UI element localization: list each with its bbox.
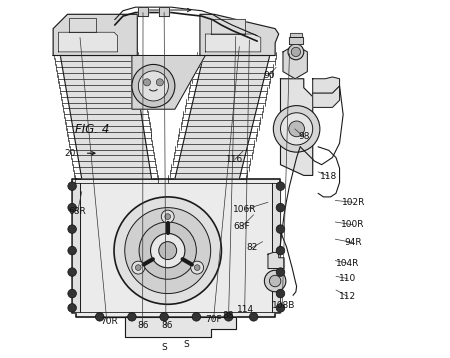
Polygon shape bbox=[313, 77, 340, 107]
Polygon shape bbox=[289, 37, 303, 44]
Polygon shape bbox=[60, 55, 152, 179]
Polygon shape bbox=[58, 32, 117, 52]
Circle shape bbox=[276, 268, 285, 276]
Circle shape bbox=[132, 64, 175, 107]
Polygon shape bbox=[205, 34, 261, 52]
Circle shape bbox=[135, 265, 141, 271]
Circle shape bbox=[192, 313, 201, 321]
Polygon shape bbox=[175, 55, 270, 179]
Text: S: S bbox=[184, 340, 189, 349]
Text: FIG. 4: FIG. 4 bbox=[75, 123, 109, 136]
Circle shape bbox=[276, 304, 285, 312]
Text: 20: 20 bbox=[64, 149, 76, 158]
Text: 118: 118 bbox=[320, 171, 338, 181]
Text: 106R: 106R bbox=[233, 205, 256, 214]
Circle shape bbox=[165, 214, 171, 219]
Text: 68R: 68R bbox=[69, 207, 86, 217]
Polygon shape bbox=[283, 45, 307, 79]
Circle shape bbox=[249, 313, 258, 321]
Polygon shape bbox=[280, 79, 313, 175]
Circle shape bbox=[160, 313, 168, 321]
Circle shape bbox=[132, 261, 145, 274]
Text: 102R: 102R bbox=[342, 198, 365, 207]
Text: 68F: 68F bbox=[234, 222, 251, 231]
Circle shape bbox=[156, 79, 163, 86]
Circle shape bbox=[276, 289, 285, 298]
Text: 98: 98 bbox=[298, 132, 310, 141]
Text: 90: 90 bbox=[263, 71, 274, 80]
Text: 112: 112 bbox=[339, 292, 356, 301]
Circle shape bbox=[95, 313, 104, 321]
Circle shape bbox=[194, 265, 200, 271]
Polygon shape bbox=[104, 317, 236, 337]
Circle shape bbox=[151, 233, 185, 268]
Circle shape bbox=[288, 44, 304, 60]
Polygon shape bbox=[290, 33, 302, 37]
Polygon shape bbox=[268, 252, 284, 268]
Circle shape bbox=[144, 79, 151, 86]
Text: 116: 116 bbox=[226, 155, 243, 164]
Text: 94R: 94R bbox=[344, 238, 362, 247]
Text: 100R: 100R bbox=[342, 220, 365, 229]
Circle shape bbox=[291, 47, 301, 57]
Circle shape bbox=[265, 270, 286, 292]
Circle shape bbox=[139, 222, 196, 279]
Circle shape bbox=[289, 121, 305, 137]
Circle shape bbox=[161, 210, 174, 223]
Circle shape bbox=[276, 203, 285, 212]
Text: 88: 88 bbox=[223, 311, 234, 320]
Text: 104R: 104R bbox=[336, 258, 359, 268]
Circle shape bbox=[114, 197, 221, 304]
Text: 70F: 70F bbox=[205, 315, 222, 324]
Circle shape bbox=[68, 225, 77, 233]
Circle shape bbox=[280, 113, 313, 145]
Polygon shape bbox=[69, 18, 96, 32]
Polygon shape bbox=[200, 14, 279, 55]
Text: 110: 110 bbox=[339, 274, 356, 283]
Circle shape bbox=[68, 289, 77, 298]
Text: 86: 86 bbox=[138, 321, 149, 330]
Polygon shape bbox=[72, 179, 280, 317]
Text: 108B: 108B bbox=[272, 300, 296, 310]
Circle shape bbox=[68, 304, 77, 312]
Text: 82: 82 bbox=[246, 243, 257, 252]
Polygon shape bbox=[132, 55, 205, 109]
Circle shape bbox=[276, 225, 285, 233]
Text: S: S bbox=[161, 343, 167, 353]
Polygon shape bbox=[53, 14, 137, 55]
Circle shape bbox=[276, 246, 285, 255]
Text: 86: 86 bbox=[161, 321, 173, 330]
Polygon shape bbox=[211, 19, 245, 34]
Circle shape bbox=[68, 182, 77, 190]
Circle shape bbox=[68, 268, 77, 276]
Circle shape bbox=[270, 275, 281, 287]
Polygon shape bbox=[159, 7, 169, 16]
Circle shape bbox=[138, 71, 168, 101]
Polygon shape bbox=[271, 183, 280, 312]
Circle shape bbox=[273, 106, 320, 152]
Circle shape bbox=[125, 208, 211, 294]
Circle shape bbox=[191, 261, 203, 274]
Circle shape bbox=[128, 313, 136, 321]
Polygon shape bbox=[72, 183, 80, 312]
Text: 114: 114 bbox=[237, 305, 254, 314]
Text: 70R: 70R bbox=[100, 317, 117, 326]
Polygon shape bbox=[138, 7, 148, 16]
Circle shape bbox=[159, 242, 177, 260]
Circle shape bbox=[68, 203, 77, 212]
Circle shape bbox=[68, 246, 77, 255]
Circle shape bbox=[276, 182, 285, 190]
Circle shape bbox=[224, 313, 233, 321]
